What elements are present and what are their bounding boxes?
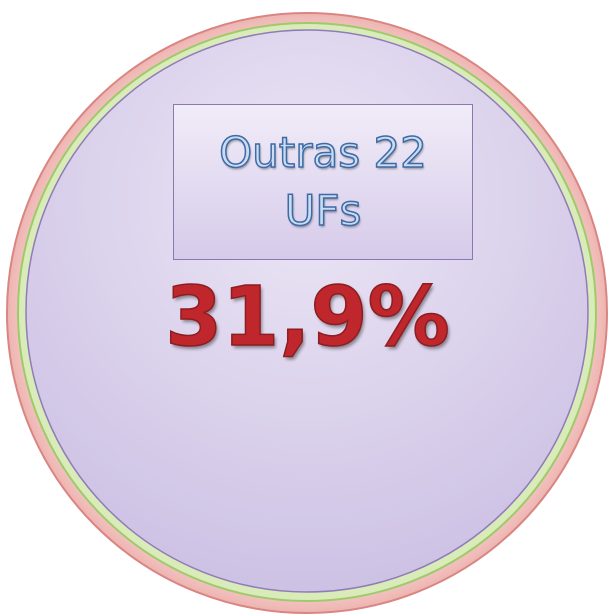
label: Outras 22 UFs — [218, 127, 427, 236]
label-box: Outras 22 UFs — [173, 104, 473, 260]
percentage: 31,9% — [165, 269, 451, 366]
